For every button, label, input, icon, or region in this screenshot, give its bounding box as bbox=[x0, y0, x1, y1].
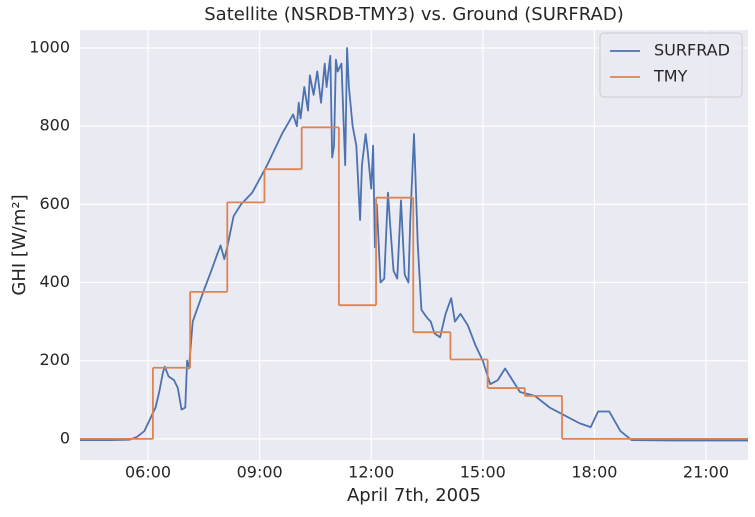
y-tick-label: 0 bbox=[60, 428, 70, 447]
y-tick-label: 1000 bbox=[29, 37, 70, 56]
legend-box bbox=[599, 32, 743, 98]
y-tick-label: 400 bbox=[39, 272, 70, 291]
y-axis-label: GHI [W/m²] bbox=[9, 194, 30, 295]
y-tick-label: 800 bbox=[39, 116, 70, 135]
legend: SURFRAD TMY bbox=[599, 32, 743, 98]
legend-label: SURFRAD bbox=[654, 41, 730, 60]
x-axis-label: April 7th, 2005 bbox=[347, 485, 481, 506]
lines bbox=[80, 47, 748, 442]
y-tick-label: 200 bbox=[39, 350, 70, 369]
series-line bbox=[80, 47, 748, 442]
chart-title: Satellite (NSRDB-TMY3) vs. Ground (SURFR… bbox=[204, 4, 624, 25]
x-tick-label: 09:00 bbox=[237, 463, 283, 482]
legend-label: TMY bbox=[653, 67, 688, 86]
x-tick-label: 18:00 bbox=[571, 463, 617, 482]
x-tick-label: 15:00 bbox=[460, 463, 506, 482]
x-tick-label: 06:00 bbox=[125, 463, 171, 482]
y-tick-label: 600 bbox=[39, 194, 70, 213]
x-tick-label: 21:00 bbox=[683, 463, 729, 482]
x-tick-label: 12:00 bbox=[348, 463, 394, 482]
